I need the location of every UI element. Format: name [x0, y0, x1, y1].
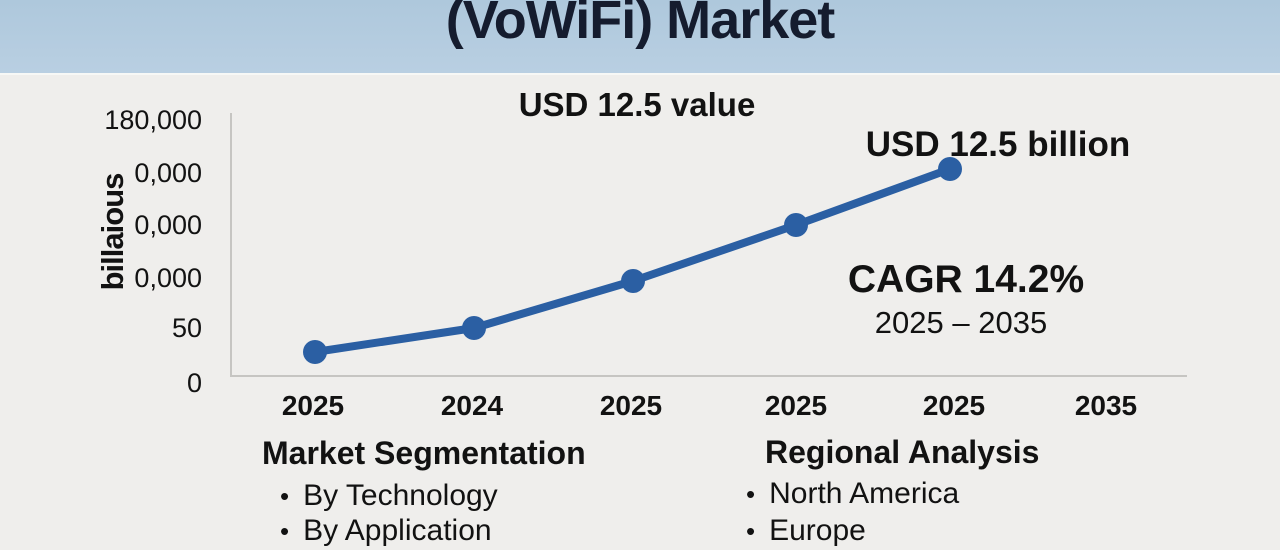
annotation-end-value: USD 12.5 billion: [865, 125, 1131, 164]
page-title: (VoWiFi) Market: [445, 0, 836, 50]
y-tick-label: 0,000: [134, 210, 202, 240]
annotation-cagr: CAGR 14.2%: [847, 258, 1085, 301]
y-tick-label: 50: [171, 313, 202, 343]
x-tick-label: 2035: [1074, 390, 1138, 421]
bullet-icon: •: [280, 516, 290, 546]
segmentation-heading: Market Segmentation: [262, 435, 586, 471]
regional-heading: Regional Analysis: [765, 434, 1040, 470]
data-point-marker: [784, 213, 808, 237]
x-tick-label: 2024: [440, 390, 504, 421]
x-tick-label: 2025: [764, 390, 828, 421]
x-tick-label: 2025: [281, 390, 345, 421]
data-point-marker: [303, 340, 327, 364]
y-tick-label: 0,000: [134, 158, 202, 188]
data-point-marker: [462, 316, 486, 340]
list-item-label: North America: [769, 477, 960, 510]
bullet-icon: •: [746, 479, 756, 509]
header-band: (VoWiFi) Market: [0, 0, 1280, 75]
y-tick-label: 0: [186, 368, 202, 398]
bullet-icon: •: [746, 516, 756, 546]
list-item-label: By Technology: [303, 479, 498, 512]
list-item: • By Technology: [280, 479, 498, 513]
annotation-forecast-period: 2025 – 2035: [874, 305, 1048, 340]
list-item: • Europe: [746, 514, 866, 548]
x-tick-label: 2025: [599, 390, 663, 421]
y-tick-label: 180,000: [104, 105, 202, 135]
data-point-marker: [621, 269, 645, 293]
y-tick-label: 0,000: [134, 263, 202, 293]
x-axis-line: [230, 375, 1187, 377]
list-item-label: By Application: [303, 514, 492, 547]
y-axis-line: [230, 113, 232, 376]
annotation-current-value: USD 12.5 value: [518, 86, 756, 123]
bullet-icon: •: [280, 481, 290, 511]
x-tick-label: 2025: [922, 390, 986, 421]
list-item: • By Application: [280, 514, 492, 548]
list-item-label: Europe: [769, 514, 866, 547]
list-item: • North America: [746, 477, 959, 511]
